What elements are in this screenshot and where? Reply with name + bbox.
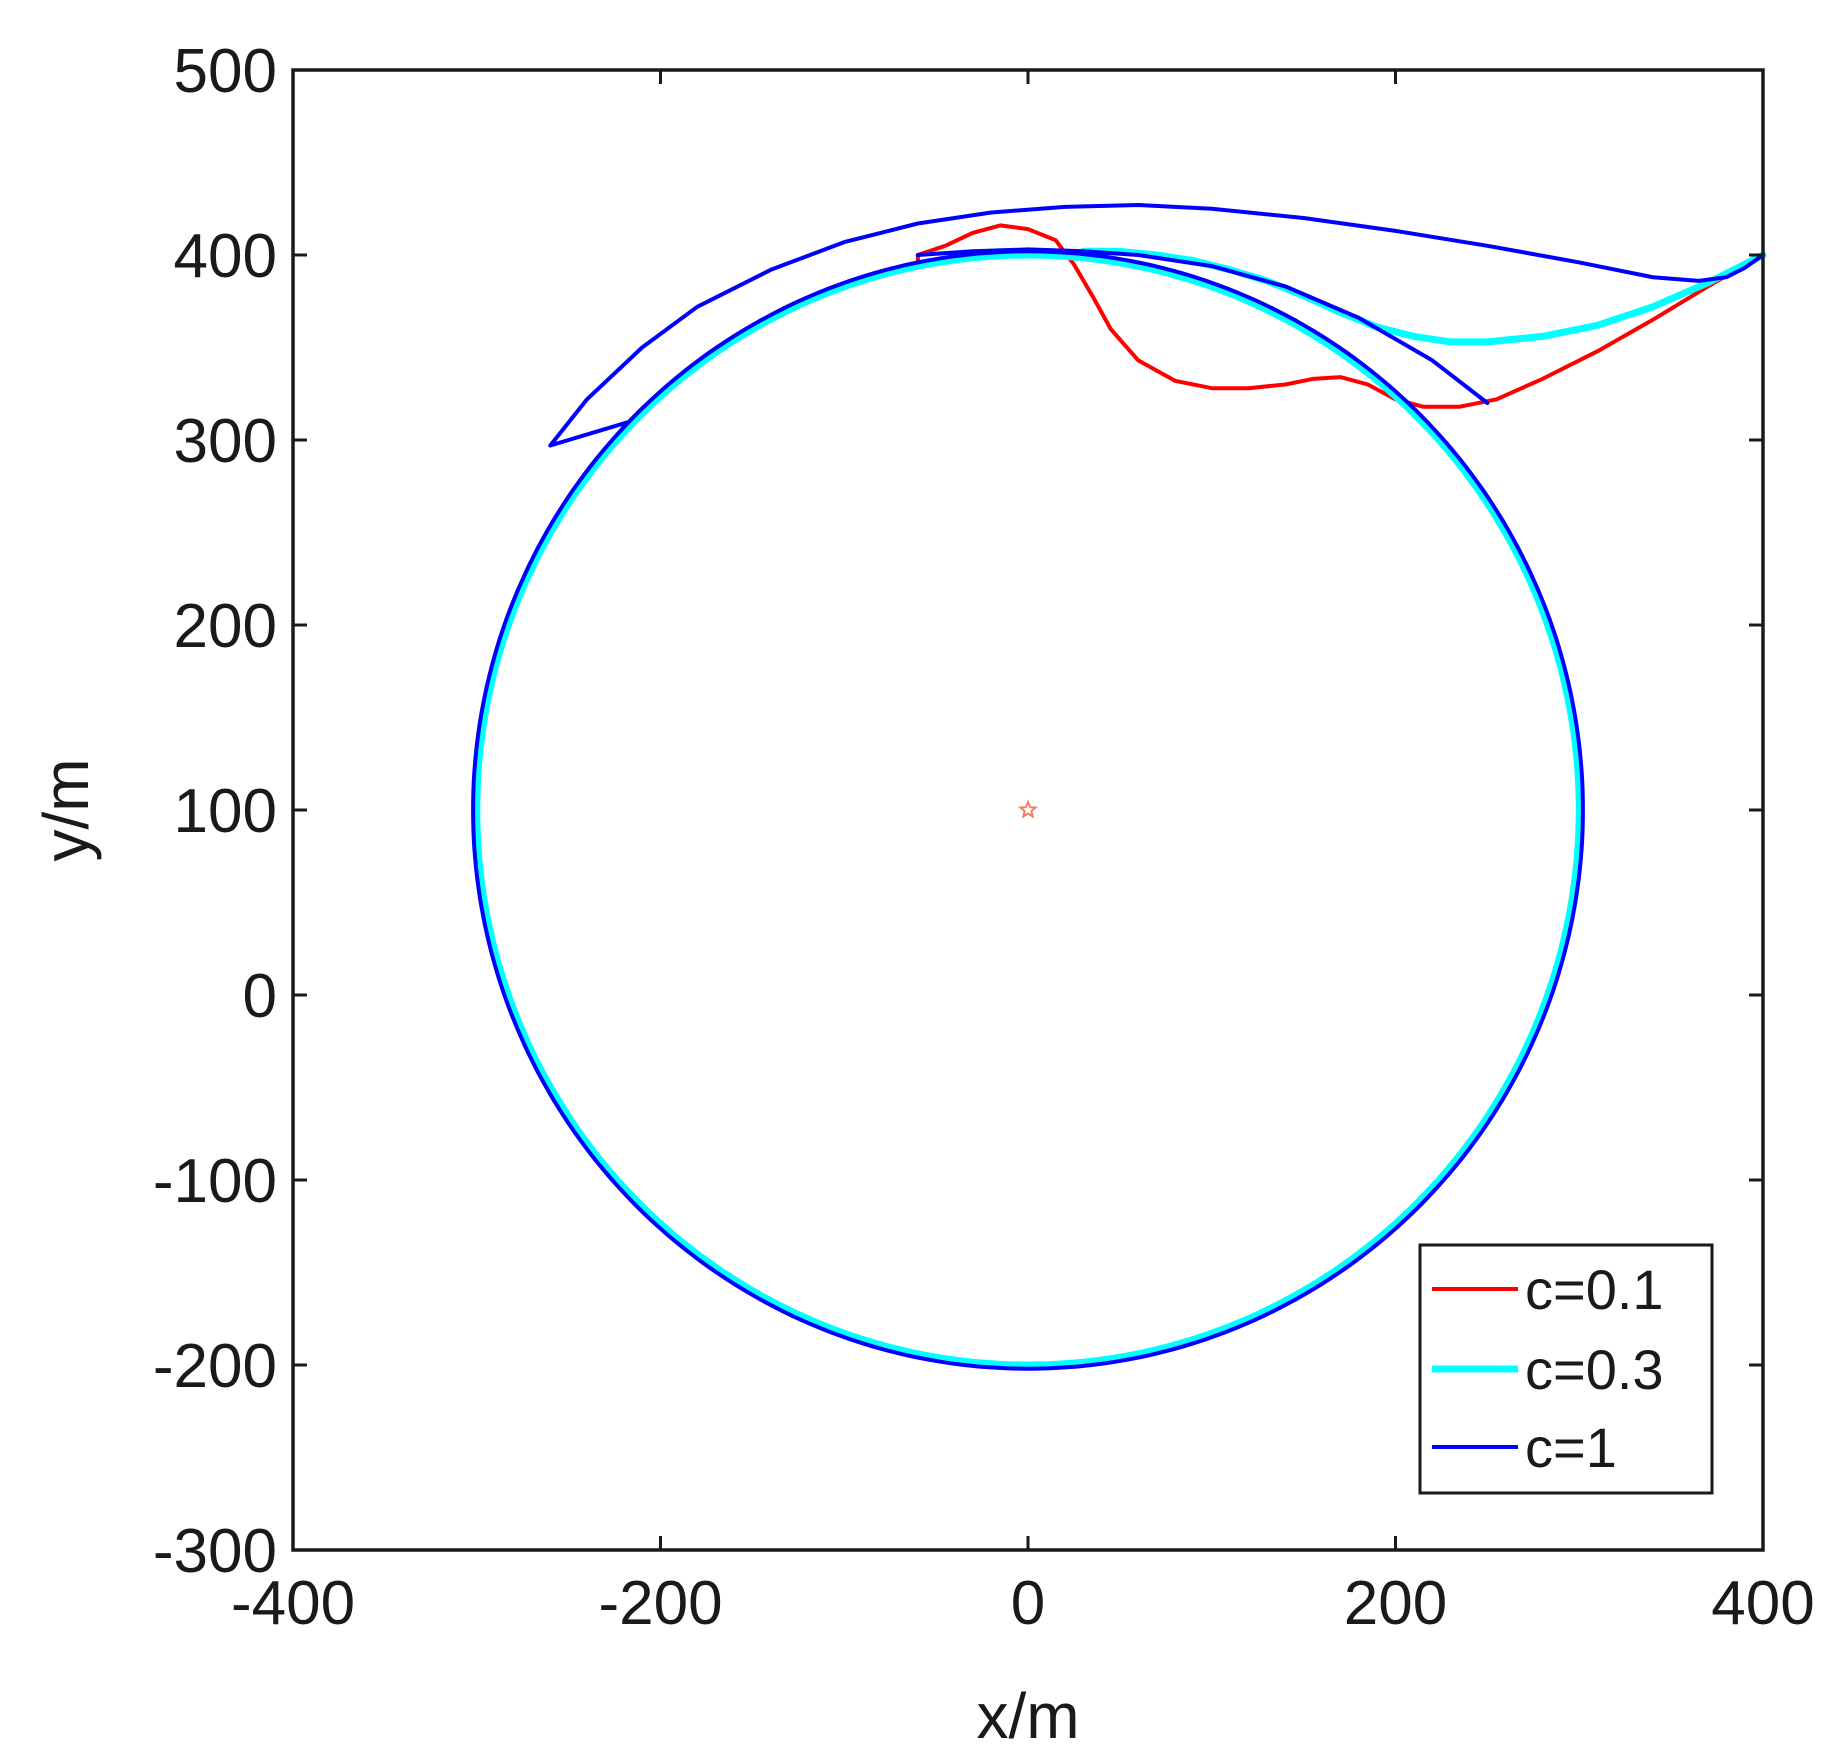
x-axis-label: x/m <box>976 1680 1079 1752</box>
marker-layer <box>1017 799 1039 819</box>
y-axis-label: y/m <box>30 758 102 861</box>
x-tick-labels: -400 -200 0 200 400 <box>231 1569 1815 1638</box>
y-tick-label: -100 <box>153 1147 277 1216</box>
x-tick-label: -400 <box>231 1569 355 1638</box>
series-layer <box>471 203 1767 1371</box>
y-tick-label: 0 <box>243 962 277 1031</box>
y-tick-label: -200 <box>153 1332 277 1401</box>
x-tick-label: 400 <box>1711 1569 1814 1638</box>
x-tick-label: 0 <box>1011 1569 1045 1638</box>
y-tick-label: 400 <box>174 222 277 291</box>
center-star-marker <box>1017 799 1039 819</box>
y-tick-label: 500 <box>174 37 277 106</box>
y-tick-label: -300 <box>153 1517 277 1586</box>
x-tick-label: 200 <box>1344 1569 1447 1638</box>
series-line-c1 <box>471 203 1765 1371</box>
y-tick-label: 300 <box>174 407 277 476</box>
tick-layer <box>291 68 1765 1552</box>
legend-label-c1: c=1 <box>1525 1416 1617 1479</box>
legend-label-c03: c=0.3 <box>1525 1338 1664 1401</box>
y-tick-labels: 500 400 300 200 100 0 -100 -200 -300 <box>153 37 277 1586</box>
x-tick-label: -200 <box>598 1569 722 1638</box>
legend-label-c01: c=0.1 <box>1525 1258 1664 1321</box>
y-tick-label: 200 <box>174 592 277 661</box>
y-tick-label: 100 <box>174 777 277 846</box>
legend: c=0.1 c=0.3 c=1 <box>1418 1243 1714 1495</box>
series-line-c03 <box>473 247 1767 1369</box>
